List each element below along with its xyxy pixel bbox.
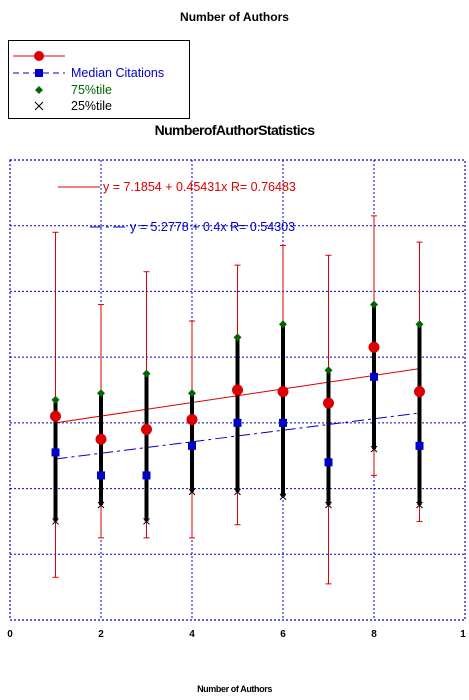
point-mean (186, 414, 198, 426)
x-tick-label: 2 (98, 629, 104, 640)
point-median (279, 418, 287, 427)
point-p25 (143, 518, 150, 525)
point-mean (414, 386, 425, 398)
fit-label-median: y = 5.2778 + 0.4x R= 0.54303 (130, 220, 295, 234)
point-p25 (97, 501, 105, 509)
chart-plot: 0 2 4 6 8 1 y = 7.1854 + 0.45431x R= 0.76483 y … (7, 159, 466, 640)
point-p75 (188, 389, 196, 398)
point-p75 (233, 333, 242, 342)
page-title: Number of Authors (180, 10, 289, 24)
point-p75 (324, 366, 333, 375)
legend: Median Citations 75%tile 25%tile (8, 40, 190, 119)
fit-line-median (55, 412, 420, 460)
point-p75 (142, 369, 151, 378)
point-p25 (370, 445, 378, 453)
point-median (415, 441, 424, 450)
point-p25 (188, 488, 196, 496)
x-tick-label: 0 (7, 629, 13, 640)
legend-marker-square-icon (13, 69, 65, 77)
x-tick-label: 6 (280, 629, 286, 640)
point-p25 (234, 488, 241, 496)
point-median (97, 471, 105, 480)
point-median (51, 448, 60, 457)
x-tick-label: 4 (189, 629, 195, 640)
point-median (142, 471, 151, 480)
point-mean (232, 384, 243, 396)
point-mean (95, 433, 107, 445)
x-tick-label: 8 (371, 629, 377, 640)
legend-label-25: 25%tile (71, 99, 112, 113)
point-p75 (97, 389, 105, 398)
point-mean (50, 410, 61, 422)
legend-marker-diamond-icon (35, 86, 43, 94)
point-p25 (416, 501, 423, 509)
legend-label-75: 75%tile (71, 83, 112, 97)
legend-marker-x-icon (34, 101, 44, 111)
plot-frame (9, 159, 466, 621)
legend-marker-circle-icon (13, 51, 65, 61)
point-mean (368, 341, 380, 353)
point-p25 (325, 501, 332, 509)
point-mean (141, 423, 152, 435)
point-p75 (51, 395, 60, 404)
x-tick-label: 1 (460, 629, 466, 640)
legend-label-median: Median Citations (71, 66, 165, 80)
point-p75 (279, 320, 287, 329)
fit-label-mean: y = 7.1854 + 0.45431x R= 0.76483 (103, 180, 296, 194)
x-axis-label: Number of Authors (197, 684, 272, 694)
point-p25 (52, 518, 59, 525)
point-median (370, 372, 378, 381)
point-p25 (279, 493, 287, 501)
point-p75 (415, 320, 424, 329)
chart-title: NumberofAuthorStatistics (154, 122, 315, 138)
point-median (188, 441, 196, 450)
point-mean (323, 397, 334, 409)
point-median (233, 418, 242, 427)
point-median (324, 458, 333, 467)
point-mean (277, 386, 289, 398)
point-p75 (370, 300, 378, 309)
